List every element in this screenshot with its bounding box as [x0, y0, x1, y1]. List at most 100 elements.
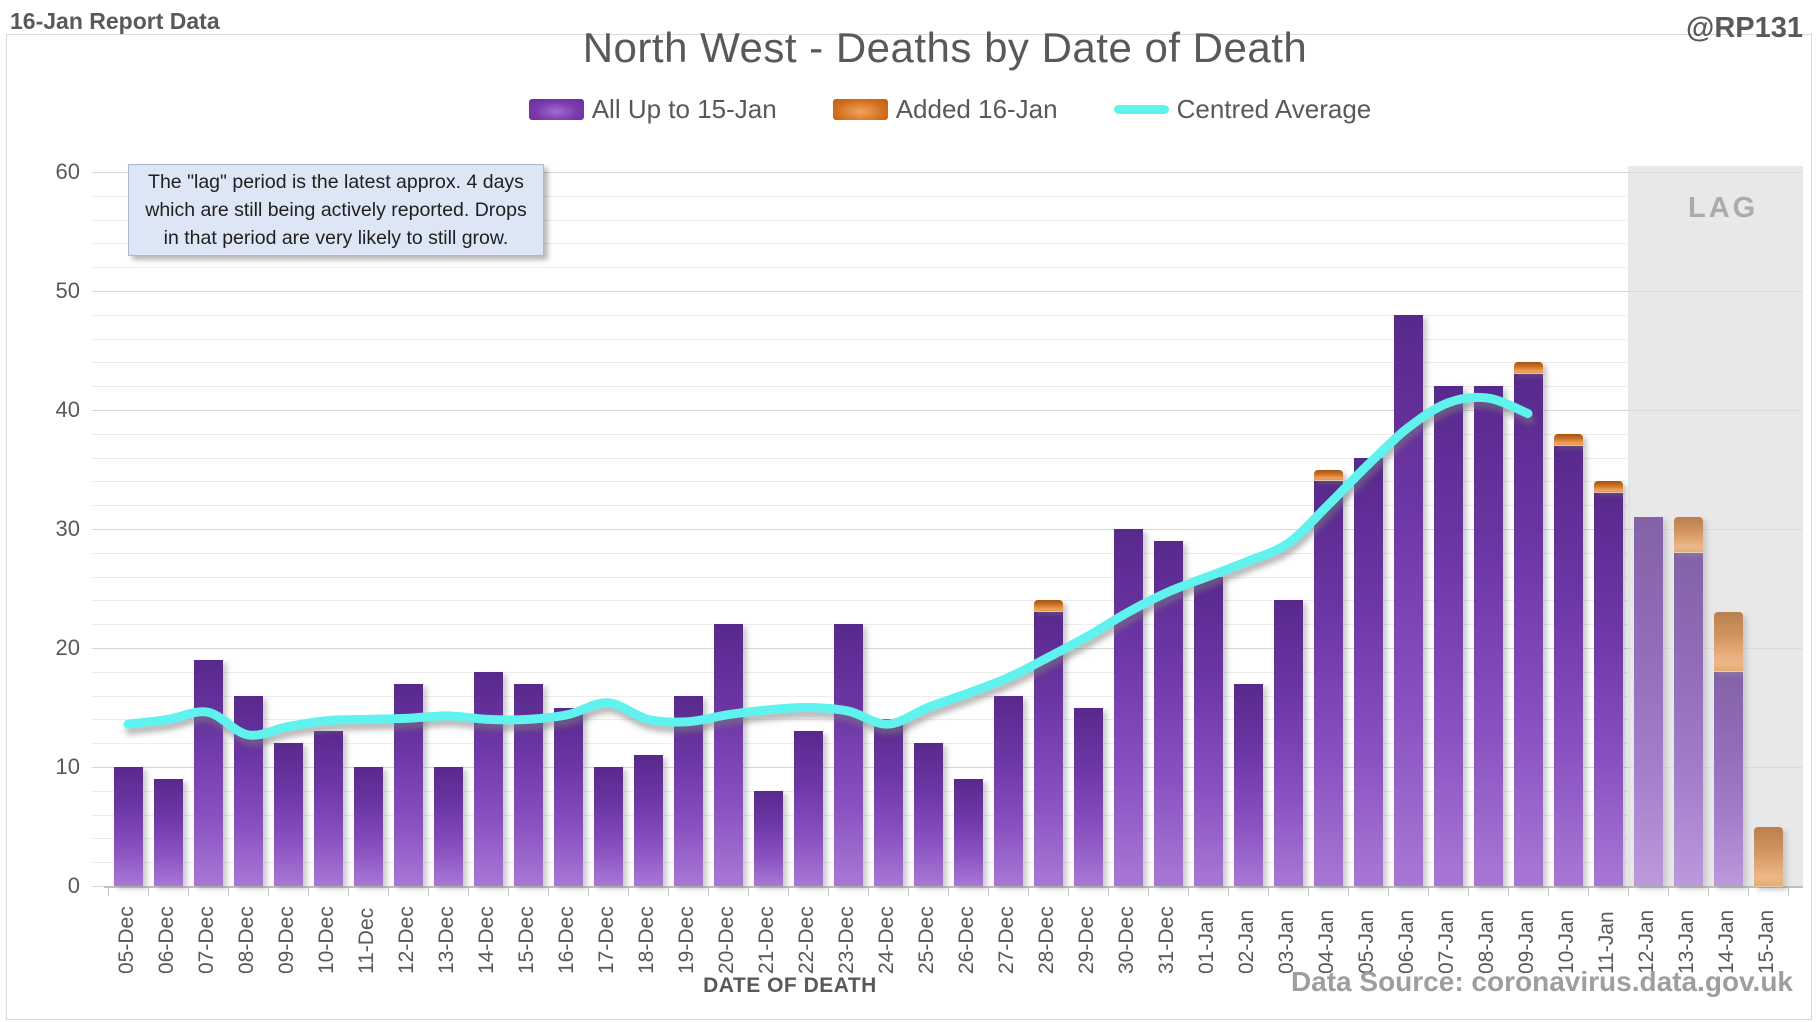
bar-added-13-Jan: [1673, 517, 1703, 553]
x-axis-tick: [1668, 888, 1669, 896]
gridline-minor: [92, 624, 1803, 626]
gridline-minor: [92, 362, 1803, 364]
report-data-label: 16-Jan Report Data: [10, 8, 220, 34]
x-label-05-Jan: 05-Jan: [1355, 909, 1378, 974]
x-axis-tick: [1508, 888, 1509, 896]
bar-03-Jan: [1273, 600, 1303, 886]
bar-26-Dec: [953, 778, 983, 886]
bar-07-Jan: [1433, 386, 1463, 886]
bar-10-Dec: [313, 731, 343, 886]
gridline-major: [92, 410, 1803, 411]
legend-item-average: Centred Average: [1113, 94, 1372, 125]
bar-13-Jan: [1673, 552, 1703, 886]
x-axis-tick: [988, 888, 989, 896]
bar-05-Dec: [113, 767, 143, 886]
y-axis-label: 60: [55, 159, 80, 184]
x-axis-tick: [1068, 888, 1069, 896]
x-label-20-Dec: 20-Dec: [715, 906, 738, 974]
gridline-minor: [92, 219, 1803, 221]
x-label-11-Jan: 11-Jan: [1595, 911, 1618, 974]
bar-07-Dec: [193, 659, 223, 886]
x-axis-tick: [588, 888, 589, 896]
x-axis-tick: [1748, 888, 1749, 896]
gridline-minor: [92, 838, 1803, 840]
x-axis-tick: [668, 888, 669, 896]
x-axis-tick: [1308, 888, 1309, 896]
x-axis-tick: [1268, 888, 1269, 896]
x-axis-title: DATE OF DEATH: [703, 974, 877, 997]
chart-title: North West - Deaths by Date of Death: [582, 24, 1308, 71]
x-label-22-Dec: 22-Dec: [795, 906, 818, 974]
x-axis-tick: [1588, 888, 1589, 896]
x-axis-tick: [1348, 888, 1349, 896]
x-axis-tick: [1148, 888, 1149, 896]
gridline-minor: [92, 314, 1803, 316]
x-label-13-Dec: 13-Dec: [435, 906, 458, 974]
x-axis-tick: [508, 888, 509, 896]
bar-11-Dec: [353, 767, 383, 886]
gridline-minor: [92, 790, 1803, 792]
x-label-12-Dec: 12-Dec: [395, 906, 418, 974]
x-label-01-Jan: 01-Jan: [1195, 909, 1218, 974]
gridline-major: [92, 291, 1803, 292]
x-axis-tick: [148, 888, 149, 896]
x-label-18-Dec: 18-Dec: [635, 906, 658, 974]
gridline-minor: [92, 600, 1803, 602]
bar-08-Jan: [1473, 386, 1503, 886]
legend-item-bars: All Up to 15-Jan: [528, 94, 777, 125]
x-axis-tick: [228, 888, 229, 896]
gridline-major: [92, 648, 1803, 649]
x-label-08-Jan: 08-Jan: [1475, 909, 1498, 974]
gridline-major: [92, 172, 1803, 173]
gridline-minor: [92, 195, 1803, 197]
x-axis-tick: [548, 888, 549, 896]
x-label-09-Jan: 09-Jan: [1515, 909, 1538, 974]
x-label-12-Jan: 12-Jan: [1635, 909, 1658, 974]
lag-band-label: LAG: [1688, 192, 1759, 224]
x-axis-tick: [868, 888, 869, 896]
x-axis-tick: [628, 888, 629, 896]
x-label-11-Dec: 11-Dec: [355, 907, 378, 974]
x-axis-tick: [1188, 888, 1189, 896]
x-axis-tick: [1428, 888, 1429, 896]
x-label-25-Dec: 25-Dec: [915, 906, 938, 974]
x-axis-tick: [1788, 888, 1789, 896]
legend-label-added: Added 16-Jan: [895, 94, 1058, 124]
gridline-minor: [92, 743, 1803, 745]
bar-27-Dec: [993, 695, 1023, 886]
x-label-30-Dec: 30-Dec: [1115, 906, 1138, 974]
x-label-23-Dec: 23-Dec: [835, 906, 858, 974]
y-axis-label: 10: [55, 754, 80, 779]
bar-29-Dec: [1073, 707, 1103, 886]
bar-02-Jan: [1233, 683, 1263, 886]
legend: All Up to 15-Jan Added 16-Jan Centred Av…: [0, 94, 1817, 125]
bar-24-Dec: [873, 719, 903, 886]
x-axis-tick: [1028, 888, 1029, 896]
bar-11-Jan: [1593, 493, 1623, 886]
x-label-15-Dec: 15-Dec: [515, 906, 538, 974]
x-label-14-Dec: 14-Dec: [475, 906, 498, 974]
x-axis-tick: [1228, 888, 1229, 896]
x-label-09-Dec: 09-Dec: [275, 906, 298, 974]
bar-21-Dec: [753, 790, 783, 886]
bar-20-Dec: [713, 624, 743, 886]
bar-30-Dec: [1113, 529, 1143, 886]
purple-bar-swatch-icon: [528, 99, 584, 120]
x-label-14-Jan: 14-Jan: [1715, 909, 1738, 974]
gridline-minor: [92, 814, 1803, 816]
x-axis-tick: [1708, 888, 1709, 896]
legend-label-average: Centred Average: [1176, 94, 1372, 124]
bar-13-Dec: [433, 767, 463, 886]
gridline-minor: [92, 552, 1803, 554]
x-axis-tick: [108, 888, 109, 896]
author-watermark: @RP131: [1686, 12, 1803, 44]
x-label-04-Jan: 04-Jan: [1315, 909, 1338, 974]
lag-annotation-line2: which are still being actively reported.…: [145, 198, 527, 221]
bar-04-Jan: [1313, 481, 1343, 886]
x-axis-tick: [1108, 888, 1109, 896]
bar-added-09-Jan: [1513, 362, 1543, 375]
gridline-minor: [92, 671, 1803, 673]
bar-added-04-Jan: [1313, 469, 1343, 482]
x-label-06-Dec: 06-Dec: [155, 906, 178, 974]
